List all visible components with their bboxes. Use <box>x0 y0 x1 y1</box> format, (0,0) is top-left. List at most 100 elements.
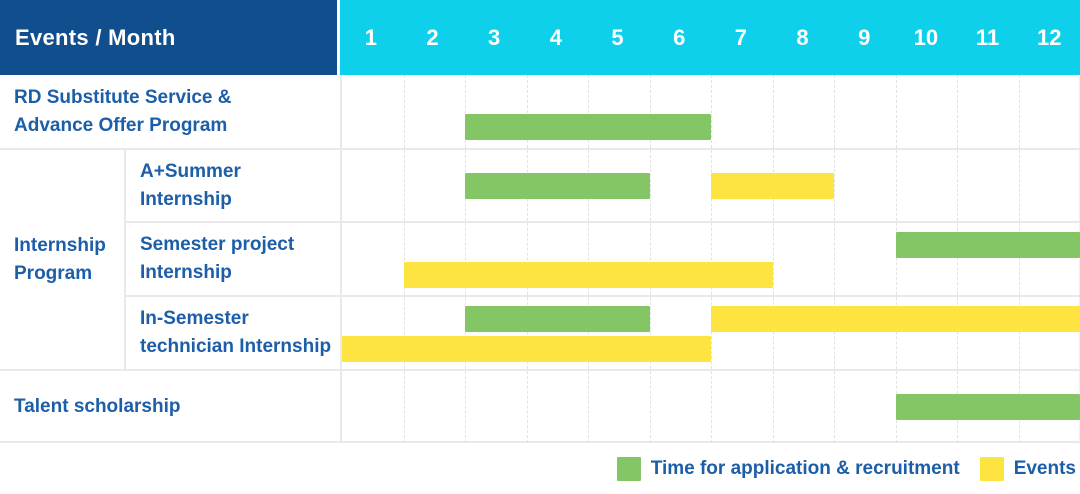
month-grid-line <box>588 75 589 148</box>
legend-item-events: Events <box>979 456 1076 481</box>
gantt-bar-event <box>711 172 834 199</box>
month-grid-line <box>1018 223 1020 295</box>
chart-cell-rd-substitute <box>340 75 1080 148</box>
gantt-bar-event <box>403 262 773 288</box>
row-label-line: Internship <box>140 262 232 283</box>
legend-item-recruitment: Time for application & recruitment <box>616 456 960 481</box>
month-grid-line <box>957 223 958 295</box>
month-label: 3 <box>488 24 501 50</box>
row-label-line: Semester project <box>140 234 295 255</box>
month-grid-line <box>403 371 405 443</box>
month-label: 1 <box>364 24 377 50</box>
row-label-line: RD Substitute Service & <box>14 86 232 108</box>
month-grid-line <box>526 371 528 443</box>
month-grid-line <box>711 297 712 369</box>
month-grid-line <box>465 371 466 443</box>
month-grid-line <box>526 223 528 295</box>
month-grid-line <box>465 75 466 148</box>
month-grid-line <box>588 297 589 369</box>
month-grid-line <box>895 150 897 221</box>
month-grid-line <box>403 297 405 369</box>
month-label: 11 <box>975 24 1000 50</box>
month-grid-line <box>711 223 712 295</box>
chart-cell-in-semester-technician-internship <box>340 295 1080 369</box>
month-grid-line <box>526 297 528 369</box>
month-grid-line <box>588 223 589 295</box>
month-grid-line <box>403 150 405 221</box>
gantt-bar-recruitment <box>465 114 711 140</box>
month-label: 6 <box>673 24 686 50</box>
month-grid-line <box>957 75 958 148</box>
month-label: 10 <box>913 24 939 50</box>
row-label-line: Talent scholarship <box>14 396 181 417</box>
month-grid-line <box>526 75 528 148</box>
row-label-line: Internship <box>140 188 232 210</box>
gantt-table: Events / Month 1 2 3 4 5 6 7 8 9 10 11 12 RD Substi… <box>0 0 1080 443</box>
months-header: 1 2 3 4 5 6 7 8 9 10 11 12 <box>340 0 1080 75</box>
row-label-semester-project-internship: Semester project Internship <box>124 221 340 295</box>
month-grid-line <box>649 297 651 369</box>
month-grid-line <box>772 297 774 369</box>
gantt-bar-recruitment <box>465 172 650 199</box>
month-label: 7 <box>734 24 747 50</box>
month-grid-line <box>834 223 835 295</box>
month-grid-line <box>649 150 651 221</box>
month-grid-line <box>465 297 466 369</box>
month-grid-line <box>772 371 774 443</box>
row-label-line: In-Semester <box>140 308 249 329</box>
month-label: 2 <box>426 24 439 50</box>
row-label-line: A+Summer <box>140 160 241 182</box>
month-grid-line <box>957 297 958 369</box>
gantt-bar-event <box>711 306 1080 332</box>
gantt-bar-recruitment <box>895 232 1080 258</box>
month-grid-line <box>649 223 651 295</box>
month-grid-line <box>895 223 897 295</box>
month-grid-line <box>649 75 651 148</box>
month-grid-line <box>711 371 712 443</box>
month-label: 8 <box>796 24 809 50</box>
row-label-line: technician Internship <box>140 336 332 357</box>
month-grid-line <box>711 75 712 148</box>
events-swatch-icon <box>979 456 1004 481</box>
month-label: 4 <box>549 24 562 50</box>
recruitment-swatch-icon <box>616 456 641 481</box>
chart-cell-talent-scholarship <box>340 369 1080 443</box>
legend-label: Time for application & recruitment <box>650 457 960 479</box>
month-grid-line <box>403 223 405 295</box>
month-grid-line <box>834 297 835 369</box>
group-label-line: Program <box>14 262 93 284</box>
month-grid-line <box>1018 297 1020 369</box>
legend-label: Events <box>1013 457 1076 479</box>
gantt-bar-recruitment <box>465 306 650 332</box>
month-grid-line <box>1018 150 1020 221</box>
chart-cell-semester-project-internship <box>340 221 1080 295</box>
chart-cell-a-summer-internship <box>340 148 1080 221</box>
table-title: Events / Month <box>15 24 176 50</box>
month-label: 5 <box>611 24 624 50</box>
legend: Time for application & recruitment Event… <box>0 443 1080 494</box>
gantt-bar-recruitment <box>895 394 1080 420</box>
month-grid-line <box>895 297 897 369</box>
month-grid-line <box>772 223 774 295</box>
row-label-rd-substitute: RD Substitute Service & Advance Offer Pr… <box>0 75 340 148</box>
row-label-talent-scholarship: Talent scholarship <box>0 369 340 443</box>
month-grid-line <box>834 371 835 443</box>
month-grid-line <box>772 75 774 148</box>
month-grid-line <box>403 75 405 148</box>
month-grid-line <box>1018 75 1020 148</box>
group-label-internship-program: Internship Program <box>0 148 124 369</box>
row-label-a-summer-internship: A+Summer Internship <box>124 148 340 221</box>
corner-header-cell: Events / Month <box>0 0 340 75</box>
month-grid-line <box>588 371 589 443</box>
month-grid-line <box>834 75 835 148</box>
row-label-line: Advance Offer Program <box>14 114 228 136</box>
month-grid-line <box>834 150 835 221</box>
month-grid-line <box>895 75 897 148</box>
month-label: 12 <box>1036 24 1062 50</box>
month-grid-line <box>649 371 651 443</box>
row-label-in-semester-technician-internship: In-Semester technician Internship <box>124 295 340 369</box>
group-label-line: Internship <box>14 234 106 256</box>
month-grid-line <box>957 150 958 221</box>
month-label: 9 <box>858 24 871 50</box>
